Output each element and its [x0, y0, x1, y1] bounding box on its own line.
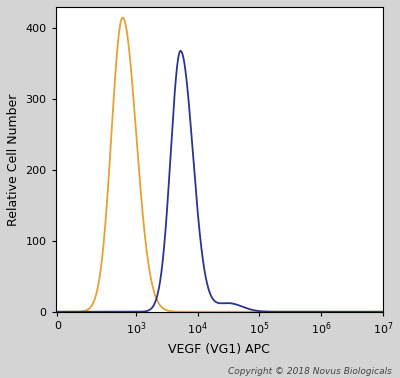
Y-axis label: Relative Cell Number: Relative Cell Number — [7, 93, 20, 226]
Text: Copyright © 2018 Novus Biologicals: Copyright © 2018 Novus Biologicals — [228, 367, 392, 376]
X-axis label: VEGF (VG1) APC: VEGF (VG1) APC — [168, 343, 270, 356]
